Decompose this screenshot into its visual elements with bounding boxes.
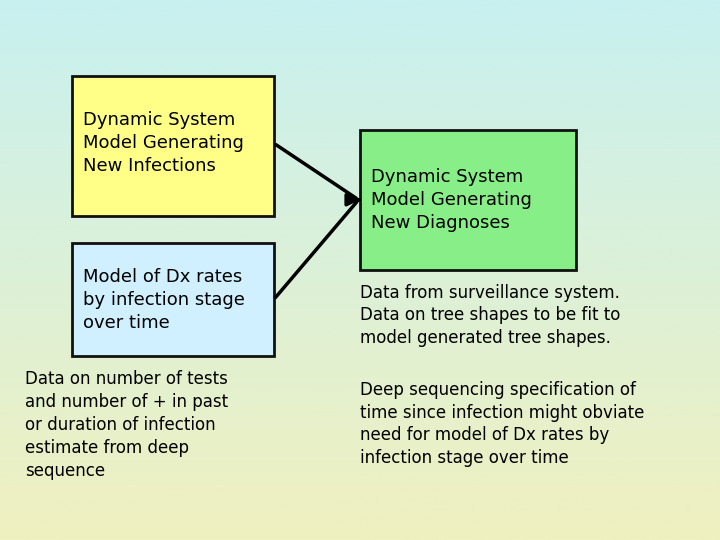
Text: Model of Dx rates
by infection stage
over time: Model of Dx rates by infection stage ove… bbox=[83, 268, 245, 332]
Text: Deep sequencing specification of
time since infection might obviate
need for mod: Deep sequencing specification of time si… bbox=[360, 381, 644, 468]
Bar bbox=[360, 130, 576, 270]
Text: Data from surveillance system.
Data on tree shapes to be fit to
model generated : Data from surveillance system. Data on t… bbox=[360, 284, 621, 347]
Text: Dynamic System
Model Generating
New Infections: Dynamic System Model Generating New Infe… bbox=[83, 111, 243, 175]
Bar bbox=[72, 243, 274, 356]
Bar bbox=[72, 76, 274, 216]
Text: Dynamic System
Model Generating
New Diagnoses: Dynamic System Model Generating New Diag… bbox=[371, 168, 531, 232]
Text: Data on number of tests
and number of + in past
or duration of infection
estimat: Data on number of tests and number of + … bbox=[25, 370, 228, 480]
